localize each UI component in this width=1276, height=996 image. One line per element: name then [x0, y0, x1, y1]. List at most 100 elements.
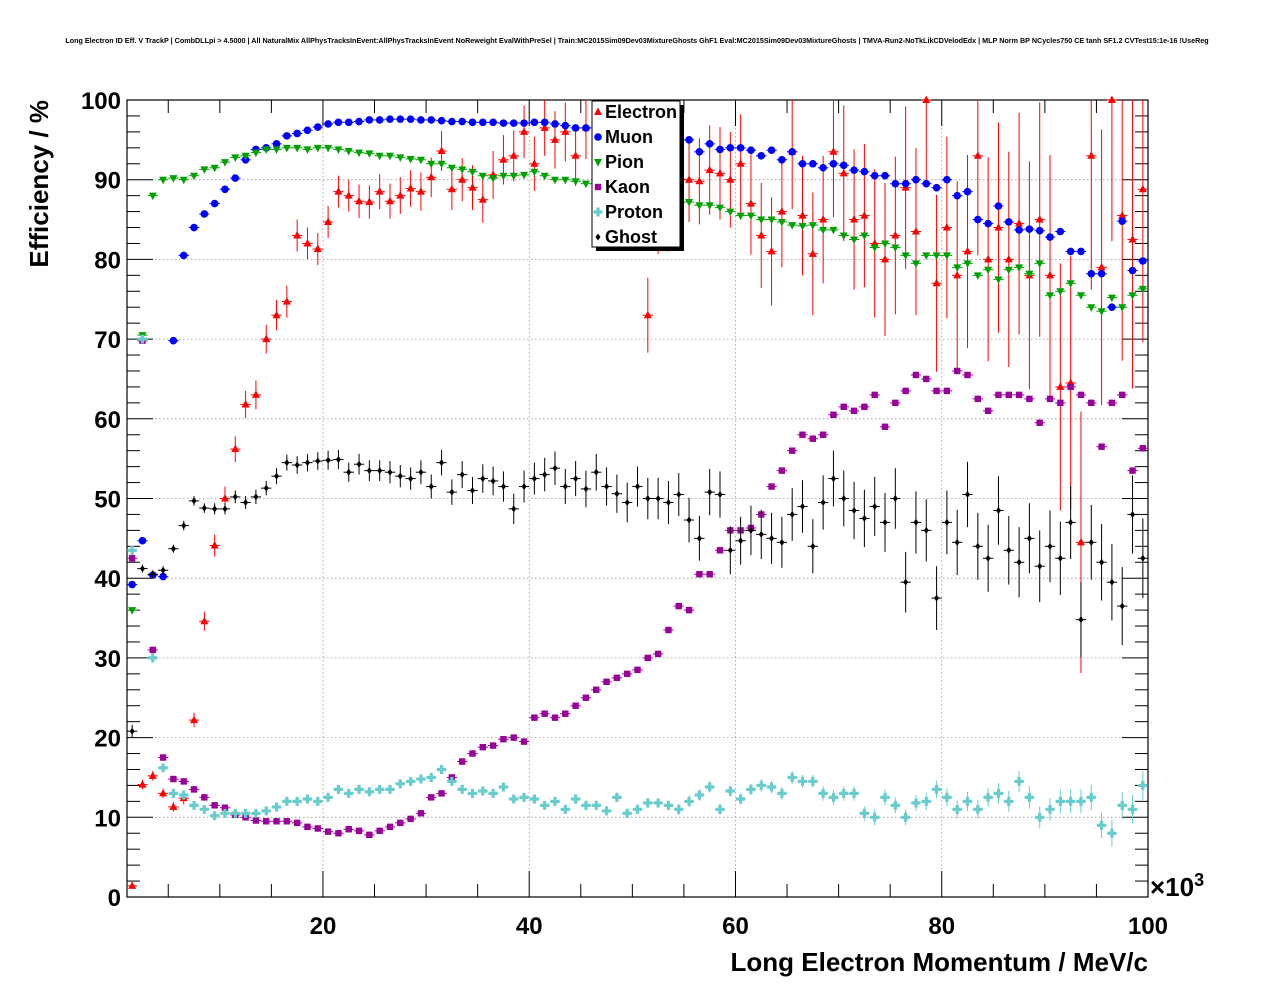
muon-data-point	[1096, 269, 1107, 278]
proton-marker	[426, 772, 436, 782]
ghost-data-point	[549, 451, 561, 485]
pion-data-point	[817, 226, 829, 235]
proton-marker	[880, 792, 890, 802]
electron-data-point	[127, 881, 138, 889]
electron-marker	[272, 310, 281, 319]
muon-marker	[272, 140, 281, 148]
muon-marker	[1087, 269, 1096, 278]
kaon-data-point	[591, 686, 602, 693]
pion-marker	[220, 159, 229, 167]
ghost-marker	[531, 475, 537, 483]
kaon-marker	[768, 483, 775, 490]
pion-data-point	[395, 154, 406, 162]
kaon-data-point	[467, 750, 478, 757]
muon-marker	[736, 144, 745, 152]
proton-data-point	[498, 782, 509, 792]
proton-data-point	[426, 772, 437, 782]
ghost-data-point	[580, 470, 592, 508]
electron-data-point	[859, 143, 870, 288]
ghost-marker	[1037, 562, 1043, 570]
kaon-data-point	[931, 387, 942, 395]
muon-marker	[1108, 303, 1116, 312]
ghost-marker	[274, 472, 280, 480]
electron-marker	[303, 238, 312, 247]
ghost-marker	[160, 566, 166, 574]
proton-marker	[282, 796, 292, 806]
electron-data-point	[921, 95, 932, 187]
ghost-marker	[934, 594, 940, 602]
muon-data-point	[415, 116, 427, 124]
proton-marker	[890, 800, 900, 810]
proton-marker	[210, 811, 220, 821]
kaon-data-point	[147, 646, 158, 654]
muon-data-point	[848, 166, 860, 174]
kaon-marker	[1026, 395, 1033, 403]
pion-data-point	[859, 232, 870, 240]
kaon-data-point	[415, 810, 427, 817]
ghost-marker	[304, 459, 310, 467]
pion-data-point	[374, 152, 385, 161]
proton-data-point	[601, 806, 612, 816]
kaon-marker	[551, 714, 559, 721]
proton-marker	[1066, 796, 1076, 806]
kaon-marker	[603, 678, 610, 686]
kaon-marker	[1139, 445, 1147, 452]
pion-data-point	[869, 244, 880, 252]
electron-data-point	[137, 779, 148, 790]
kaon-data-point	[518, 738, 530, 745]
proton-data-point	[642, 798, 653, 808]
pion-marker	[241, 152, 250, 161]
proton-marker	[1097, 820, 1107, 830]
muon-marker	[334, 118, 343, 127]
kaon-data-point	[364, 831, 375, 839]
electron-data-point	[982, 157, 994, 362]
pion-data-point	[962, 260, 973, 268]
proton-data-point	[807, 775, 818, 788]
kaon-data-point	[261, 818, 272, 825]
muon-marker	[922, 179, 931, 188]
pion-data-point	[993, 276, 1004, 284]
ghost-data-point	[869, 476, 880, 536]
muon-marker	[788, 148, 796, 156]
proton-data-point	[611, 792, 623, 803]
muon-data-point	[817, 163, 829, 172]
muon-marker	[551, 120, 559, 128]
pion-data-point	[281, 144, 293, 153]
muon-marker	[891, 179, 900, 188]
muon-data-point	[828, 159, 839, 168]
muon-marker	[179, 251, 188, 260]
proton-data-point	[560, 804, 571, 814]
muon-marker	[221, 185, 229, 194]
pion-marker	[932, 252, 941, 260]
pion-marker	[829, 226, 838, 235]
proton-marker	[1107, 828, 1117, 838]
electron-marker	[509, 151, 518, 159]
kaon-data-point	[436, 790, 447, 797]
ghost-marker	[315, 457, 321, 465]
ghost-marker	[243, 498, 249, 506]
kaon-data-point	[962, 371, 973, 379]
muon-data-point	[209, 199, 220, 208]
muon-data-point	[333, 118, 344, 127]
kaon-marker	[407, 815, 414, 823]
ghost-marker	[1088, 538, 1094, 546]
muon-marker	[953, 191, 962, 200]
proton-marker	[261, 806, 271, 816]
kaon-marker	[324, 828, 332, 835]
x-tick-label: 100	[1128, 913, 1168, 940]
electron-marker	[251, 390, 260, 398]
pion-data-point	[580, 180, 592, 189]
pion-data-point	[539, 172, 550, 181]
muon-data-point	[1013, 226, 1025, 234]
muon-marker	[499, 119, 508, 127]
electron-data-point	[209, 534, 220, 557]
ghost-marker	[758, 530, 764, 538]
proton-data-point	[1086, 784, 1097, 811]
ghost-marker	[923, 526, 929, 534]
kaon-data-point	[611, 674, 623, 682]
muon-data-point	[518, 119, 530, 127]
proton-marker	[292, 796, 302, 806]
proton-data-point	[622, 808, 633, 819]
muon-data-point	[271, 140, 282, 148]
muon-data-point	[756, 151, 767, 160]
